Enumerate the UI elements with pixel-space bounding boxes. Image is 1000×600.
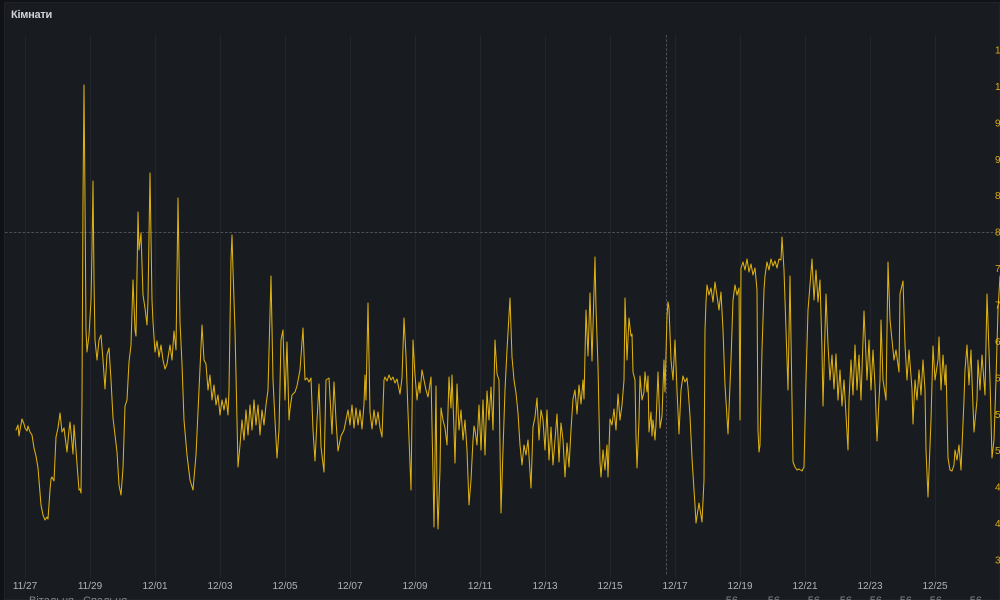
svg-text:12/25: 12/25 (922, 581, 947, 592)
svg-text:12/11: 12/11 (468, 581, 493, 592)
svg-text:75: 75 (995, 264, 1000, 275)
svg-text:35: 35 (995, 556, 1000, 567)
svg-text:85: 85 (995, 191, 1000, 202)
svg-text:56: 56 (808, 595, 820, 600)
svg-text:12/15: 12/15 (597, 581, 622, 592)
svg-text:12/21: 12/21 (792, 581, 817, 592)
svg-text:50: 50 (995, 446, 1000, 457)
svg-text:56: 56 (870, 595, 882, 600)
svg-text:80: 80 (995, 228, 1000, 239)
svg-text:56: 56 (726, 595, 738, 600)
svg-text:55: 55 (995, 410, 1000, 421)
svg-text:90: 90 (995, 155, 1000, 166)
svg-text:70: 70 (995, 301, 1000, 312)
svg-text:11/27: 11/27 (13, 581, 38, 592)
svg-text:12/23: 12/23 (857, 581, 882, 592)
svg-text:12/19: 12/19 (727, 581, 752, 592)
svg-text:60: 60 (995, 373, 1000, 384)
svg-text:12/07: 12/07 (337, 581, 362, 592)
svg-text:56: 56 (840, 595, 852, 600)
svg-text:12/03: 12/03 (207, 581, 232, 592)
svg-text:12/05: 12/05 (272, 581, 297, 592)
svg-text:45: 45 (995, 483, 1000, 494)
svg-text:105: 105 (995, 46, 1000, 57)
svg-text:56: 56 (900, 595, 912, 600)
svg-text:56: 56 (930, 595, 942, 600)
svg-text:12/17: 12/17 (662, 581, 687, 592)
svg-text:Вітальня: Вітальня (29, 595, 74, 600)
svg-text:56: 56 (970, 595, 982, 600)
svg-text:12/09: 12/09 (402, 581, 427, 592)
svg-text:12/13: 12/13 (532, 581, 557, 592)
svg-text:65: 65 (995, 337, 1000, 348)
svg-text:95: 95 (995, 118, 1000, 129)
svg-text:56: 56 (768, 595, 780, 600)
svg-text:40: 40 (995, 519, 1000, 530)
svg-text:100: 100 (995, 82, 1000, 93)
svg-text:Спальня: Спальня (83, 595, 127, 600)
svg-text:11/29: 11/29 (78, 581, 103, 592)
svg-text:Кімнати: Кімнати (11, 9, 52, 21)
svg-text:12/01: 12/01 (142, 581, 167, 592)
